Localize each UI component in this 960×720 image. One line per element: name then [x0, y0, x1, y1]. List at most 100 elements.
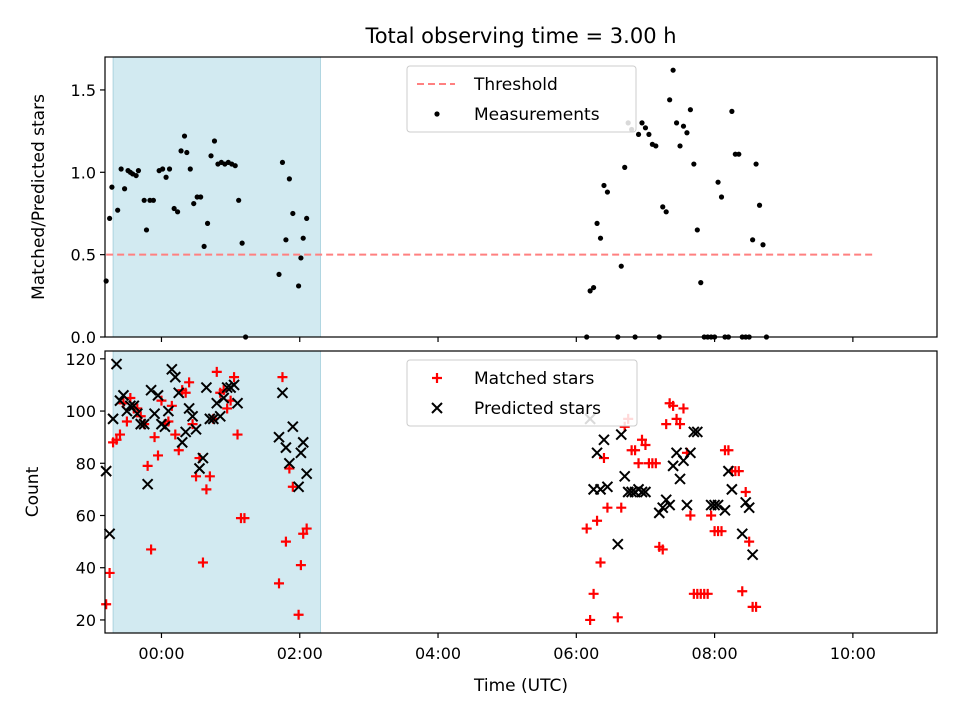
data-point [135, 418, 147, 430]
data-point [114, 394, 126, 407]
data-point [590, 284, 597, 291]
data-point [198, 194, 204, 200]
data-point [280, 441, 292, 454]
data-point [128, 400, 140, 412]
data-point [178, 148, 184, 154]
legend-box [406, 65, 637, 133]
bottom-y-tick-label: 120 [65, 350, 96, 369]
data-point [174, 209, 181, 215]
data-point [171, 205, 177, 212]
bottom-y-axis-label: Count [23, 466, 43, 517]
data-point [636, 434, 647, 445]
data-point [100, 465, 112, 477]
data-point [283, 457, 296, 469]
data-point [173, 387, 185, 399]
data-point [602, 502, 613, 513]
data-point [239, 513, 250, 524]
bottom-y-tick-label: 80 [76, 454, 96, 473]
data-point [276, 387, 289, 399]
data-point [756, 202, 763, 208]
data-point [684, 447, 697, 459]
data-point [184, 377, 195, 388]
data-point [618, 263, 624, 269]
data-point [750, 237, 756, 243]
data-point [588, 588, 599, 599]
data-point [111, 434, 122, 445]
legend-label: Measurements [474, 105, 600, 125]
data-point [635, 131, 642, 138]
data-point [186, 410, 199, 422]
data-point [587, 288, 593, 294]
data-point [671, 413, 682, 424]
data-point [615, 428, 627, 441]
data-point [737, 586, 748, 597]
data-point [197, 557, 208, 568]
data-point [290, 210, 296, 217]
data-point [295, 560, 306, 571]
data-point [719, 504, 731, 516]
data-point [142, 460, 153, 471]
data-point [131, 407, 143, 420]
data-point [736, 151, 742, 157]
data-point [191, 200, 197, 207]
data-point [207, 413, 220, 425]
data-point [204, 220, 211, 226]
data-point [744, 536, 755, 547]
top-y-tick-label: 1.0 [71, 163, 96, 182]
data-point [287, 421, 299, 433]
data-point [663, 209, 669, 215]
bottom-y-tick-label: 40 [76, 559, 96, 578]
data-point [187, 419, 198, 430]
top-y-tick-label: 0.5 [71, 246, 96, 265]
data-point [604, 189, 611, 195]
data-point [684, 130, 690, 136]
data-point [601, 481, 614, 493]
data-point [201, 243, 207, 250]
data-point [156, 395, 167, 406]
data-point [286, 176, 292, 182]
top-highlight-span [112, 56, 321, 338]
data-point [114, 429, 125, 440]
data-point [295, 283, 302, 289]
data-point [300, 235, 306, 241]
data-point [601, 182, 607, 189]
top-y-tick-label: 0.0 [71, 328, 96, 347]
data-point [726, 483, 738, 496]
data-point [141, 197, 147, 203]
data-point [677, 143, 683, 149]
data-point [673, 120, 680, 126]
data-point [718, 194, 725, 200]
data-point [204, 471, 215, 482]
data-point [680, 123, 687, 129]
data-point [688, 426, 700, 438]
data-point [180, 387, 191, 398]
x-tick-label: 06:00 [553, 644, 599, 663]
data-point [273, 431, 285, 443]
data-point [698, 280, 704, 286]
data-point [101, 599, 112, 610]
data-point [211, 138, 218, 144]
data-point [612, 538, 624, 550]
data-point [208, 153, 214, 159]
data-point [746, 548, 759, 561]
data-point [642, 125, 649, 131]
data-point [284, 463, 295, 474]
data-point [681, 499, 693, 511]
data-point [639, 486, 652, 498]
data-point [197, 452, 209, 464]
data-point [115, 207, 121, 213]
data-point [280, 536, 291, 547]
data-point [594, 483, 607, 496]
data-point [733, 466, 744, 477]
data-point [103, 278, 109, 284]
x-tick-label: 00:00 [138, 644, 184, 663]
data-point [274, 578, 285, 589]
data-point [214, 410, 226, 422]
data-point [153, 450, 164, 461]
data-point [117, 389, 130, 402]
legend-marker-x [431, 402, 443, 414]
data-point [181, 133, 188, 139]
data-point [616, 502, 627, 513]
data-point [176, 436, 188, 449]
